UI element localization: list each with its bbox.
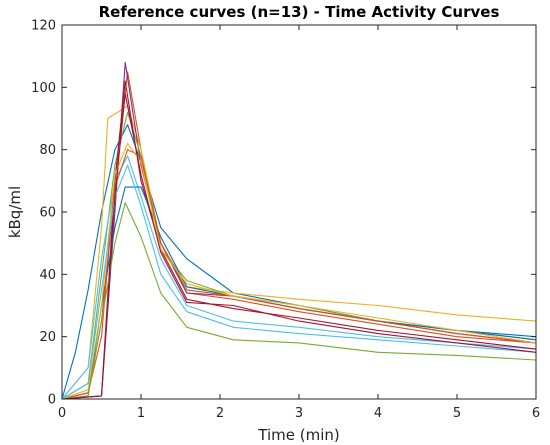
series-line-1 bbox=[61, 124, 537, 400]
x-tick-label: 1 bbox=[137, 406, 145, 421]
y-tick-label: 60 bbox=[39, 206, 56, 221]
y-tick-label: 0 bbox=[48, 393, 56, 408]
series-line-6 bbox=[61, 155, 537, 400]
y-axis-label: kBq/ml bbox=[6, 186, 24, 238]
chart-title: Reference curves (n=13) - Time Activity … bbox=[99, 3, 500, 21]
series-layer bbox=[61, 61, 537, 400]
x-tick-label: 0 bbox=[58, 406, 66, 421]
x-tick-label: 6 bbox=[532, 406, 540, 421]
series-line-4 bbox=[61, 61, 537, 400]
y-tick-label: 100 bbox=[31, 81, 56, 96]
y-tick-label: 40 bbox=[39, 268, 56, 283]
y-tick-label: 80 bbox=[39, 143, 56, 158]
series-line-13 bbox=[61, 93, 537, 400]
x-tick-label: 2 bbox=[216, 406, 224, 421]
x-tick-label: 4 bbox=[374, 406, 382, 421]
series-line-11 bbox=[61, 202, 537, 400]
x-axis-label: Time (min) bbox=[257, 426, 339, 444]
series-line-2 bbox=[61, 71, 537, 400]
x-tick-label: 5 bbox=[453, 406, 461, 421]
series-line-7 bbox=[61, 80, 537, 400]
y-tick-label: 120 bbox=[31, 19, 56, 34]
x-axis: 0 1 2 3 4 5 6 bbox=[58, 25, 540, 421]
series-line-3 bbox=[61, 105, 537, 400]
series-line-12 bbox=[61, 164, 537, 400]
y-tick-label: 20 bbox=[39, 330, 56, 345]
x-tick-label: 3 bbox=[295, 406, 303, 421]
y-axis: 0 20 40 60 80 100 120 bbox=[31, 19, 536, 408]
series-line-10 bbox=[61, 142, 537, 400]
